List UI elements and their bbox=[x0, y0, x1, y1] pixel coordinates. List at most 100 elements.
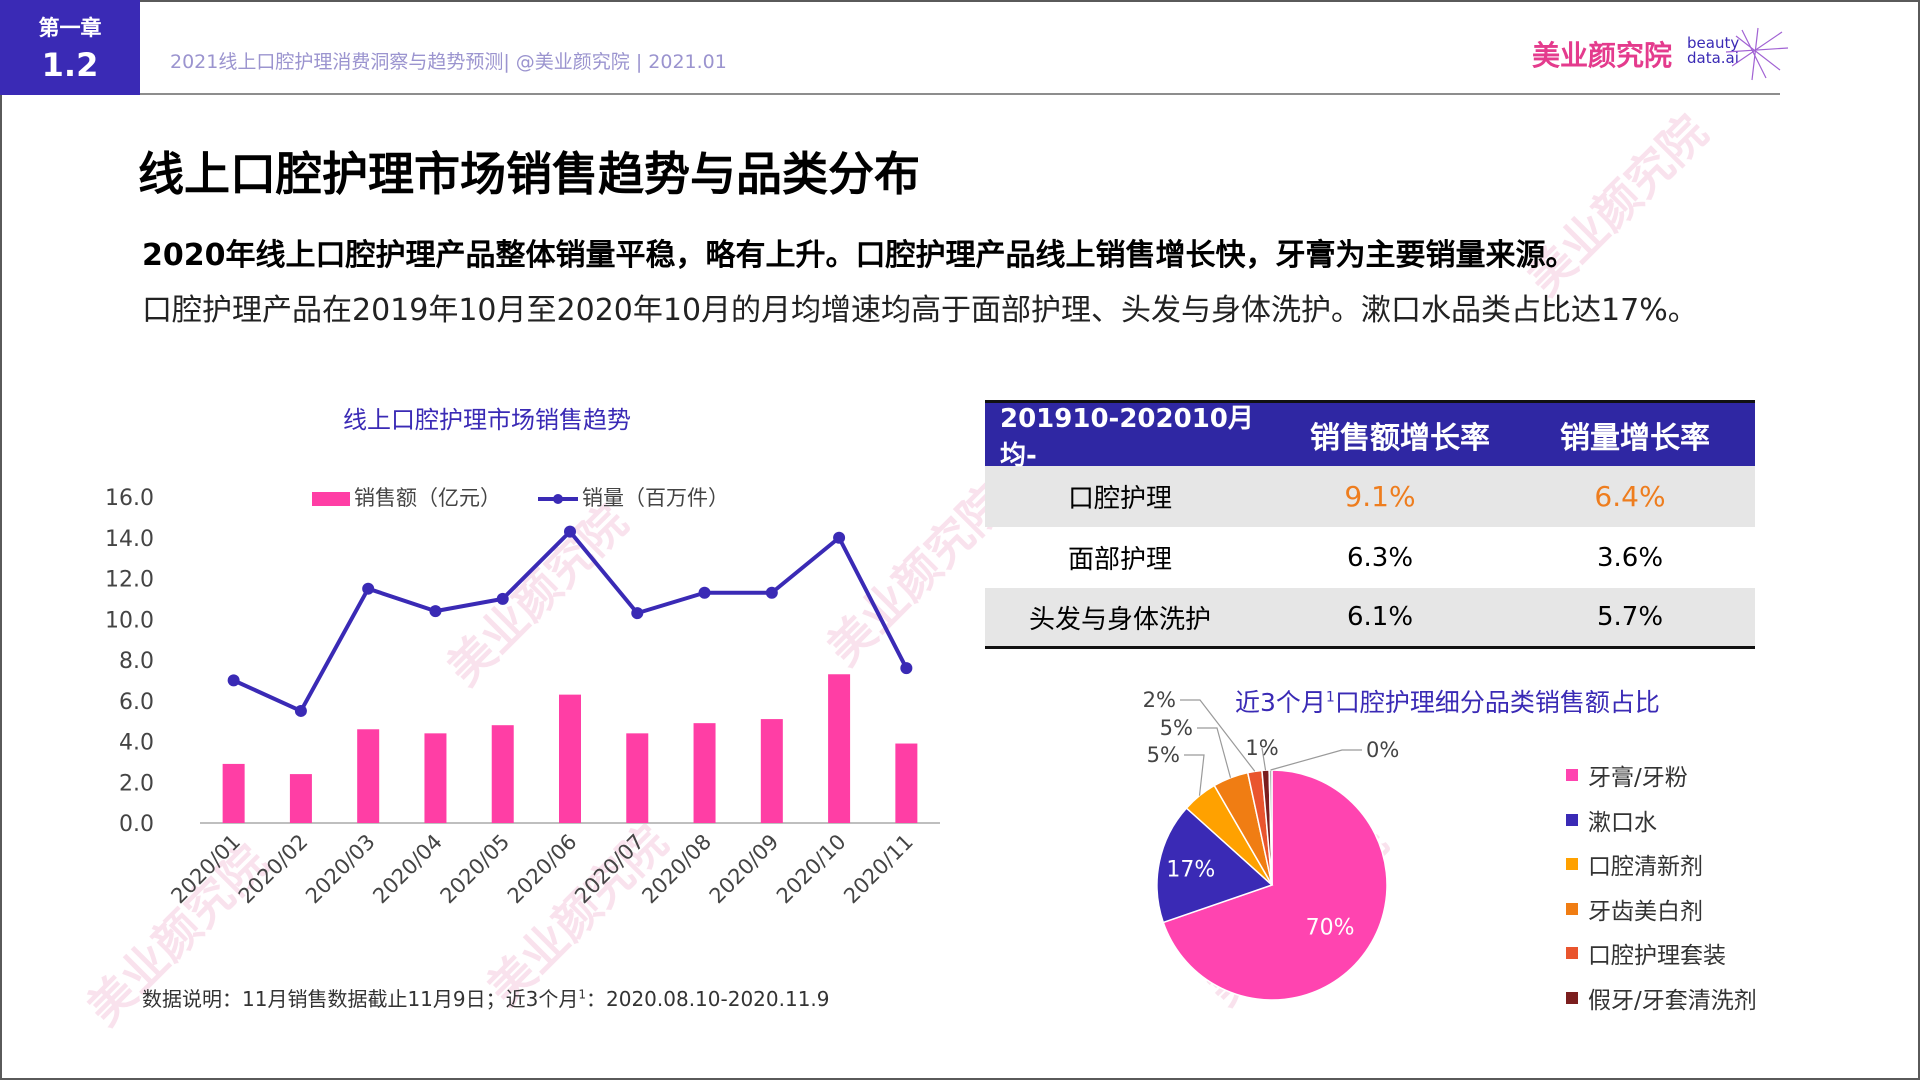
legend-swatch bbox=[1566, 947, 1578, 960]
footnote-text-2: ：2020.08.10-2020.11.9 bbox=[586, 987, 830, 1011]
x-tick-label: 2020/07 bbox=[570, 830, 649, 909]
trend-legend: 销售额（亿元） 销量（百万件） bbox=[312, 486, 729, 510]
line-point bbox=[900, 662, 913, 675]
table-cell-volume: 3.6% bbox=[1596, 542, 1664, 573]
pie-label: 5% bbox=[1147, 743, 1180, 767]
pie-slice bbox=[1162, 769, 1388, 1001]
legend-label-volume: 销量（百万件） bbox=[582, 486, 729, 510]
page-title: 线上口腔护理市场销售趋势与品类分布 bbox=[138, 147, 920, 201]
table-row: 面部护理 6.3% 3.6% bbox=[985, 527, 1755, 588]
trend-chart: 16.014.012.010.08.06.04.02.00.02020/0120… bbox=[105, 486, 940, 909]
y-tick-label: 14.0 bbox=[105, 527, 154, 552]
legend-item: 漱口水 bbox=[1566, 798, 1757, 843]
pie-leader-line bbox=[1197, 727, 1232, 778]
trend-chart-title: 线上口腔护理市场销售趋势 bbox=[343, 406, 631, 434]
footnote-sup: 1 bbox=[578, 987, 586, 1002]
table-header-period: 201910-202010月均- bbox=[1000, 403, 1254, 471]
y-tick-label: 0.0 bbox=[119, 812, 154, 837]
x-tick-label: 2020/04 bbox=[368, 830, 447, 909]
bar-sales bbox=[424, 733, 447, 823]
legend-swatch bbox=[1566, 769, 1578, 782]
table-cell-name: 头发与身体洗护 bbox=[1028, 604, 1211, 635]
legend-label: 牙齿美白剂 bbox=[1588, 898, 1703, 925]
pie-legend: 牙膏/牙粉 漱口水 口腔清新剂 牙齿美白剂 口腔护理套装 假牙/牙套清洗剂 bbox=[1566, 753, 1757, 1020]
y-tick-label: 6.0 bbox=[119, 690, 154, 715]
legend-item: 假牙/牙套清洗剂 bbox=[1566, 976, 1757, 1021]
logo-cn-text: 美业颜究院 bbox=[1532, 39, 1673, 72]
bar-sales bbox=[895, 743, 918, 823]
line-point bbox=[833, 531, 846, 544]
line-point bbox=[698, 586, 711, 599]
bar-sales bbox=[693, 723, 716, 823]
brand-logo: 美业颜究院 beauty data.ai bbox=[1532, 26, 1792, 82]
legend-item: 口腔护理套装 bbox=[1566, 931, 1757, 976]
line-point bbox=[227, 674, 240, 687]
bar-sales bbox=[357, 729, 380, 823]
y-tick-label: 4.0 bbox=[119, 731, 154, 756]
x-tick-label: 2020/03 bbox=[301, 830, 380, 909]
line-point bbox=[294, 704, 307, 717]
bar-sales bbox=[626, 733, 649, 823]
header-subtitle: 2021线上口腔护理消费洞察与趋势预测| @美业颜究院 | 2021.01 bbox=[170, 51, 727, 73]
bar-sales bbox=[559, 694, 581, 823]
y-tick-label: 10.0 bbox=[105, 608, 154, 633]
chapter-tag: 第一章 1.2 bbox=[0, 0, 140, 95]
x-tick-label: 2020/01 bbox=[167, 830, 246, 909]
table-header: 201910-202010月均- 销售额增长率 销量增长率 bbox=[985, 400, 1755, 471]
table-cell-sales: 6.3% bbox=[1346, 542, 1414, 573]
legend-item: 口腔清新剂 bbox=[1566, 842, 1757, 887]
legend-label: 假牙/牙套清洗剂 bbox=[1588, 987, 1757, 1014]
legend-marker-volume bbox=[553, 494, 563, 504]
bar-sales bbox=[491, 725, 514, 823]
legend-swatch-sales bbox=[312, 492, 350, 506]
page-subtitle: 2020年线上口腔护理产品整体销量平稳，略有上升。口腔护理产品线上销售增长快，牙… bbox=[142, 238, 1576, 273]
header-divider bbox=[140, 93, 1780, 95]
chapter-number: 1.2 bbox=[41, 46, 99, 84]
logo-en-line1: beauty bbox=[1687, 34, 1740, 52]
footnote: 数据说明：11月销售数据截止11月9日；近3个月1：2020.08.10-202… bbox=[142, 983, 830, 1012]
pie-leader-line bbox=[1184, 754, 1205, 796]
legend-item: 牙齿美白剂 bbox=[1566, 887, 1757, 932]
pie-title-sup: 1 bbox=[1325, 689, 1335, 706]
pie-label: 17% bbox=[1166, 858, 1215, 883]
table-header-sales: 销售额增长率 bbox=[1310, 420, 1490, 456]
x-tick-label: 2020/06 bbox=[503, 830, 582, 909]
pie-title-part1: 近3个月 bbox=[1235, 688, 1326, 717]
footnote-text: 数据说明：11月销售数据截止11月9日；近3个月 bbox=[142, 987, 579, 1011]
pie-label: 70% bbox=[1306, 915, 1355, 940]
bar-sales bbox=[289, 774, 312, 823]
x-tick-label: 2020/02 bbox=[234, 830, 313, 909]
line-point bbox=[765, 586, 778, 599]
line-point bbox=[496, 592, 509, 605]
page-description: 口腔护理产品在2019年10月至2020年10月的月均增速均高于面部护理、头发与… bbox=[142, 293, 1698, 328]
bar-sales bbox=[760, 719, 783, 823]
y-tick-label: 12.0 bbox=[105, 568, 154, 593]
table-cell-volume: 5.7% bbox=[1596, 602, 1664, 632]
logo-en-line2: data.ai bbox=[1687, 49, 1739, 67]
legend-swatch bbox=[1566, 991, 1578, 1004]
pie-leader-line bbox=[1180, 699, 1256, 772]
table-header-volume: 销量增长率 bbox=[1560, 420, 1710, 456]
pie-title-part2: 口腔护理细分品类销售额占比 bbox=[1334, 688, 1660, 717]
pie-chart-title: 近3个月1口腔护理细分品类销售额占比 bbox=[1235, 683, 1660, 719]
table-cell-sales: 9.1% bbox=[1344, 480, 1416, 513]
line-point bbox=[564, 525, 576, 538]
x-tick-label: 2020/08 bbox=[637, 830, 716, 909]
y-tick-label: 8.0 bbox=[119, 649, 154, 674]
line-point bbox=[631, 607, 644, 620]
table-row: 口腔护理 9.1% 6.4% bbox=[985, 466, 1755, 527]
logo-starburst-icon bbox=[1725, 27, 1789, 81]
legend-swatch bbox=[1566, 858, 1578, 871]
x-tick-label: 2020/05 bbox=[436, 830, 515, 909]
pie-slice bbox=[1156, 807, 1274, 924]
legend-swatch bbox=[1566, 813, 1578, 826]
bar-sales bbox=[222, 763, 245, 823]
legend-label: 口腔清新剂 bbox=[1588, 854, 1703, 881]
table-row: 头发与身体洗护 6.1% 5.7% bbox=[985, 588, 1755, 649]
growth-table: 201910-202010月均- 销售额增长率 销量增长率 口腔护理 9.1% … bbox=[985, 400, 1755, 649]
line-point bbox=[429, 605, 442, 618]
legend-swatch bbox=[1566, 902, 1578, 915]
legend-label: 口腔护理套装 bbox=[1588, 943, 1726, 970]
table-cell-name: 面部护理 bbox=[1067, 545, 1172, 575]
